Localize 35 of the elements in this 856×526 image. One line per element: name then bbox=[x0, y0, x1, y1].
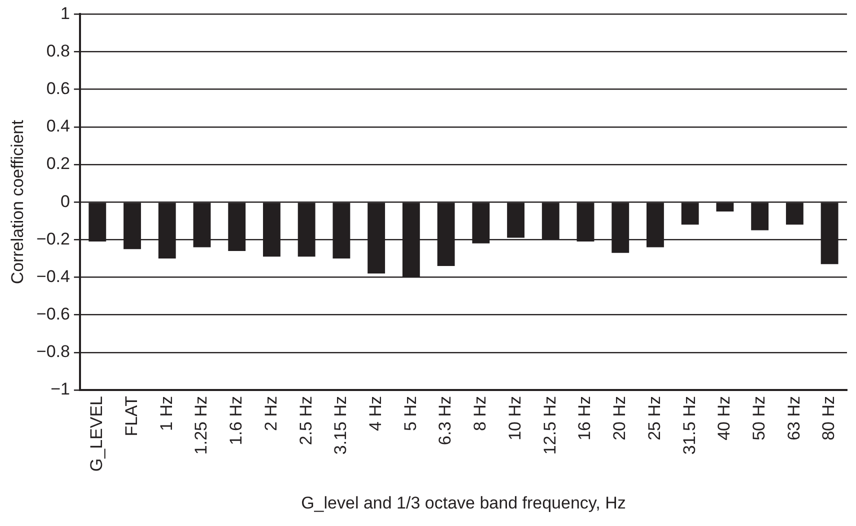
x-tick-label: 80 Hz bbox=[819, 396, 838, 440]
x-tick-label: 12.5 Hz bbox=[540, 396, 560, 455]
x-tick-label: 10 Hz bbox=[505, 396, 524, 440]
x-tick-label: FLAT bbox=[122, 396, 141, 436]
y-tick-label: −0.6 bbox=[36, 304, 70, 324]
x-axis-title: G_level and 1/3 octave band frequency, Hz bbox=[301, 493, 626, 512]
x-tick-label: 31.5 Hz bbox=[680, 396, 699, 455]
x-tick-label: 63 Hz bbox=[784, 396, 804, 440]
x-tick-label: 2 Hz bbox=[261, 396, 280, 431]
x-tick-label: 20 Hz bbox=[610, 396, 630, 440]
y-tick-label: 1 bbox=[60, 4, 70, 23]
x-tick-label: 16 Hz bbox=[575, 396, 594, 440]
x-tick-label: 25 Hz bbox=[644, 396, 664, 440]
x-tick-label: 40 Hz bbox=[714, 396, 734, 440]
x-tick-label: G_LEVEL bbox=[87, 396, 106, 472]
x-tick-label: 6.3 Hz bbox=[436, 396, 455, 446]
y-tick-label: 0.2 bbox=[46, 154, 70, 174]
x-tick-label: 50 Hz bbox=[750, 396, 769, 440]
y-tick-label: −1 bbox=[50, 380, 70, 399]
x-tick-label: 4 Hz bbox=[366, 396, 385, 431]
y-tick-label: −0.2 bbox=[36, 229, 70, 248]
y-tick-label: −0.4 bbox=[36, 266, 70, 286]
y-tick-label: 0.8 bbox=[46, 41, 70, 60]
x-tick-label: 5 Hz bbox=[400, 396, 420, 431]
y-tick-label: 0 bbox=[60, 192, 70, 211]
x-tick-label: 8 Hz bbox=[470, 396, 490, 431]
x-tick-label: 1 Hz bbox=[156, 396, 176, 431]
x-tick-label: 1.6 Hz bbox=[226, 396, 246, 446]
x-tick-label: 3.15 Hz bbox=[331, 396, 350, 455]
x-tick-label: 1.25 Hz bbox=[192, 396, 211, 455]
y-tick-label: 0.6 bbox=[46, 79, 70, 98]
x-tick-label: 2.5 Hz bbox=[296, 396, 316, 446]
y-axis-title: Correlation coefficient bbox=[8, 120, 27, 284]
y-tick-label: 0.4 bbox=[46, 116, 70, 136]
y-tick-label: −0.8 bbox=[36, 342, 70, 362]
